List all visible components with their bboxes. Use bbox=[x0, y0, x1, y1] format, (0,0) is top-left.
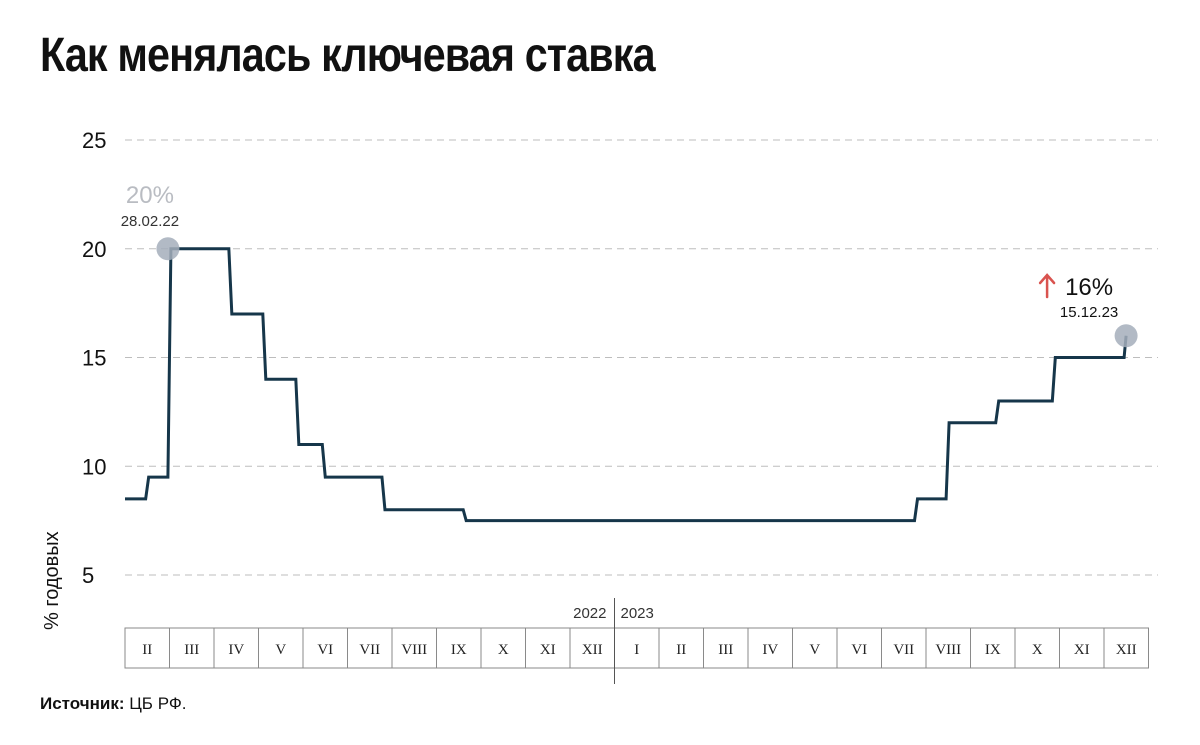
annotation-marker bbox=[156, 237, 180, 261]
month-tick-label: III bbox=[184, 642, 199, 658]
y-tick-label: 20 bbox=[82, 237, 106, 262]
month-tick-label: III bbox=[718, 642, 733, 658]
month-tick-label: IX bbox=[451, 642, 467, 658]
y-tick-label: 25 bbox=[82, 128, 106, 153]
month-tick-label: X bbox=[1032, 642, 1043, 658]
month-tick-label: V bbox=[275, 642, 286, 658]
month-tick-label: XI bbox=[1074, 642, 1090, 658]
up-arrow-icon bbox=[1038, 273, 1056, 299]
month-tick-label: IX bbox=[985, 642, 1001, 658]
source-label: Источник: bbox=[40, 694, 125, 713]
month-tick-label: VI bbox=[851, 642, 867, 658]
source-text: ЦБ РФ. bbox=[129, 694, 187, 713]
source-note: Источник: ЦБ РФ. bbox=[40, 694, 187, 714]
annotation-date: 28.02.22 bbox=[121, 213, 179, 230]
annotation-value: 16% bbox=[1065, 274, 1113, 301]
y-tick-label: 15 bbox=[82, 346, 106, 371]
annotation-value: 20% bbox=[126, 182, 174, 209]
month-tick-label: VIII bbox=[401, 642, 427, 658]
month-tick-label: IV bbox=[762, 642, 778, 658]
month-tick-label: VII bbox=[359, 642, 380, 658]
month-tick-label: XII bbox=[582, 642, 603, 658]
month-tick-label: V bbox=[809, 642, 820, 658]
month-axis-frame bbox=[124, 627, 1149, 669]
month-tick-label: II bbox=[142, 642, 152, 658]
month-tick-label: VI bbox=[317, 642, 333, 658]
month-tick-label: I bbox=[634, 642, 639, 658]
key-rate-line bbox=[125, 247, 1128, 523]
month-tick-label: II bbox=[676, 642, 686, 658]
month-tick-label: XI bbox=[540, 642, 556, 658]
month-tick-label: VII bbox=[893, 642, 914, 658]
year-label-2022: 2022 bbox=[573, 605, 606, 622]
y-tick-label: 5 bbox=[82, 563, 94, 588]
year-label-2023: 2023 bbox=[621, 605, 654, 622]
chart-title: Как менялась ключевая ставка bbox=[40, 29, 656, 82]
month-tick-label: VIII bbox=[935, 642, 961, 658]
month-tick-label: IV bbox=[228, 642, 244, 658]
month-tick-label: X bbox=[498, 642, 509, 658]
month-tick-label: XII bbox=[1116, 642, 1137, 658]
y-tick-label: 10 bbox=[82, 454, 106, 479]
y-axis-label: % годовых bbox=[41, 531, 63, 630]
annotation-marker bbox=[1114, 324, 1138, 348]
annotation-date: 15.12.23 bbox=[1060, 304, 1118, 321]
